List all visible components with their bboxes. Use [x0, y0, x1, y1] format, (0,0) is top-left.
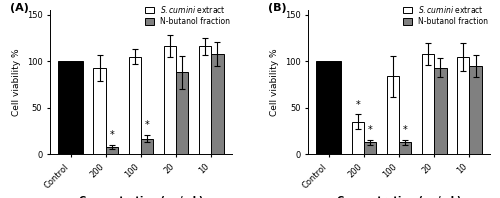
Bar — [457, 56, 469, 154]
Bar — [434, 68, 446, 154]
Bar — [141, 139, 153, 154]
Bar — [106, 147, 118, 154]
Bar — [422, 54, 434, 154]
Text: *: * — [403, 125, 407, 135]
Y-axis label: Cell viability %: Cell viability % — [12, 48, 21, 116]
Bar — [329, 61, 341, 154]
Text: *: * — [110, 130, 114, 140]
Y-axis label: Cell viability %: Cell viability % — [270, 48, 279, 116]
Bar — [199, 46, 211, 154]
Text: (B): (B) — [268, 3, 287, 13]
Bar — [387, 76, 399, 154]
Bar — [94, 68, 106, 154]
X-axis label: Concentration (μg/mL): Concentration (μg/mL) — [78, 196, 203, 198]
Bar — [316, 61, 329, 154]
Bar — [364, 142, 376, 154]
Legend: $\it{S. cumini}$ extract, N-butanol fraction: $\it{S. cumini}$ extract, N-butanol frac… — [144, 2, 232, 28]
Bar — [352, 122, 364, 154]
Bar — [399, 142, 411, 154]
Bar — [70, 61, 83, 154]
Bar — [128, 56, 141, 154]
Text: *: * — [144, 120, 150, 130]
Text: (A): (A) — [10, 3, 29, 13]
X-axis label: Concentration (μg/mL): Concentration (μg/mL) — [337, 196, 462, 198]
Bar — [211, 54, 224, 154]
Legend: $\it{S. cumini}$ extract, N-butanol fraction: $\it{S. cumini}$ extract, N-butanol frac… — [402, 2, 490, 28]
Text: *: * — [356, 100, 360, 110]
Text: *: * — [368, 125, 372, 135]
Bar — [470, 66, 482, 154]
Bar — [58, 61, 70, 154]
Bar — [176, 72, 188, 154]
Bar — [164, 46, 176, 154]
